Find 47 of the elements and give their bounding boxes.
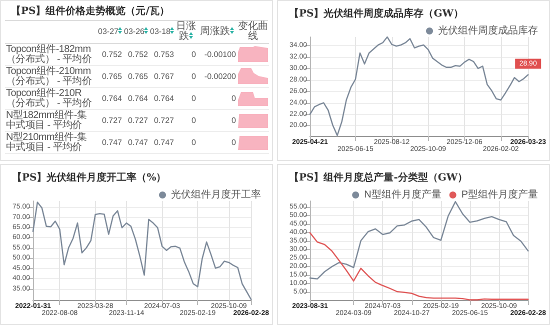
legend-label: N型组件月度产量 — [364, 188, 442, 200]
text: 0.747 — [97, 132, 123, 154]
line-series — [32, 202, 252, 300]
text: 03-18 — [149, 21, 175, 44]
text: 0.764 — [149, 88, 175, 110]
text: 变化曲线 — [237, 21, 269, 44]
text: 0.764 — [97, 88, 123, 110]
text: 03-27 — [97, 21, 123, 44]
text: 0.747 — [123, 132, 149, 154]
text: 0.767 — [149, 66, 175, 88]
line-series — [309, 201, 529, 280]
legend-label: P型组件月度产量 — [461, 188, 538, 200]
text: Topcon组件-210R（分布式） - 平均价 — [5, 88, 97, 110]
text: 0.752 — [97, 44, 123, 66]
text: 0.765 — [123, 66, 149, 88]
text: 0 — [175, 88, 197, 110]
text: 0 — [197, 132, 237, 154]
line-series — [309, 232, 529, 300]
text: 0 — [197, 110, 237, 132]
text: 0 — [197, 88, 237, 110]
text: 0.727 — [97, 110, 123, 132]
text: 0 — [175, 44, 197, 66]
text: 03-26 — [123, 21, 149, 44]
chart-title: 【PS】光伏组件周度成品库存（GW） — [289, 8, 464, 20]
text: 0.752 — [123, 44, 149, 66]
text: Topcon组件-182mm（分布式） - 平均价 — [5, 44, 97, 66]
text: -0.00200 — [197, 66, 237, 88]
legend-label: 光伏组件月度开工率 — [171, 188, 261, 200]
text: 0 — [175, 110, 197, 132]
text: 0.747 — [149, 132, 175, 154]
chart-title: 【PS】光伏组件月度开工率（%） — [12, 172, 166, 184]
text: 0.753 — [149, 44, 175, 66]
text: 周涨跌 — [197, 21, 237, 44]
legend-label: 光伏组件周度成品库存 — [438, 24, 538, 36]
text: 0 — [175, 66, 197, 88]
text: Topcon组件-210mm（分布式） - 平均价 — [5, 66, 97, 88]
text: 0.727 — [123, 110, 149, 132]
text: 0.765 — [97, 66, 123, 88]
text: N型210mm组件-集中式项目 - 平均价 — [5, 132, 97, 154]
text: 0 — [175, 132, 197, 154]
chart-title: 【PS】组件月度总产量-分类型（GW） — [289, 172, 468, 184]
text: 日涨跌 — [175, 21, 197, 44]
text: 0.727 — [149, 110, 175, 132]
text: 0.764 — [123, 88, 149, 110]
text: N型182mm组件-集中式项目 - 平均价 — [5, 110, 97, 132]
text: -0.00100 — [197, 44, 237, 66]
text: 【PS】组件价格走势概览（元/瓦） — [5, 1, 268, 21]
